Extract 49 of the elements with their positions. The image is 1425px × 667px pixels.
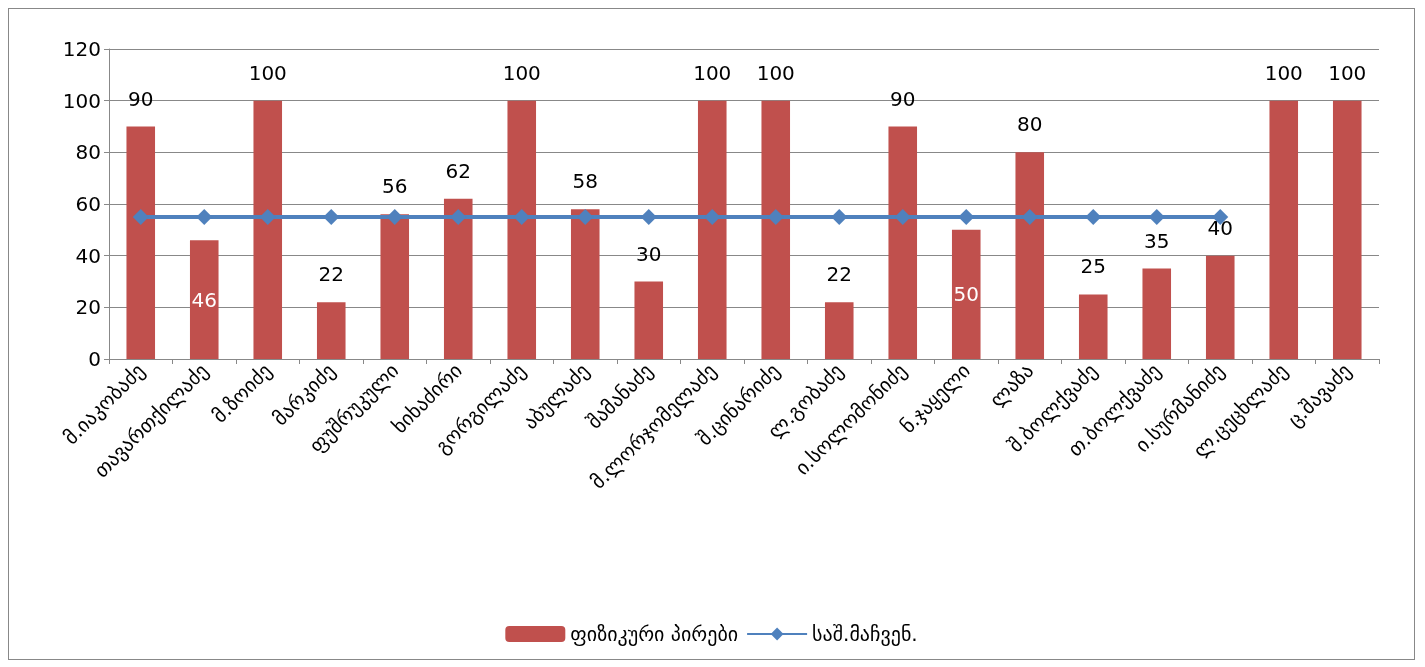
bar — [189, 240, 219, 359]
data-label: 100 — [693, 60, 732, 85]
bar — [126, 126, 156, 359]
legend-label: საშ.მაჩვენ. — [812, 622, 918, 646]
data-label: 100 — [502, 60, 541, 85]
bar — [1142, 268, 1172, 359]
bar — [1332, 100, 1362, 359]
y-tick-label: 80 — [75, 140, 101, 165]
bar — [634, 281, 664, 359]
data-label: 35 — [1144, 228, 1170, 253]
data-label: 56 — [382, 174, 408, 199]
y-tick-label: 100 — [62, 88, 101, 113]
data-label: 80 — [1017, 112, 1043, 137]
bar — [761, 100, 791, 359]
data-label: 100 — [756, 60, 795, 85]
bar — [824, 302, 854, 359]
bar — [316, 302, 346, 359]
bar — [380, 214, 410, 359]
data-label: 90 — [890, 86, 916, 111]
bar — [253, 100, 283, 359]
data-label: 25 — [1080, 254, 1106, 279]
bar — [1015, 152, 1045, 359]
y-tick-label: 20 — [75, 295, 101, 320]
bar — [1269, 100, 1299, 359]
data-label: 58 — [572, 169, 598, 194]
bar — [1205, 255, 1235, 359]
bar — [888, 126, 918, 359]
data-label: 50 — [953, 282, 979, 307]
data-label: 100 — [248, 60, 287, 85]
bar — [697, 100, 727, 359]
legend-label: ფიზიკური პირები — [570, 622, 739, 646]
data-label: 90 — [128, 86, 154, 111]
y-tick-label: 60 — [75, 192, 101, 216]
bar — [951, 229, 981, 359]
y-tick-label: 0 — [88, 347, 101, 371]
data-label: 30 — [636, 241, 662, 266]
bar — [1078, 294, 1108, 359]
data-label: 100 — [1328, 60, 1367, 85]
data-label: 22 — [826, 262, 852, 287]
y-tick-label: 40 — [75, 243, 101, 268]
bar — [507, 100, 537, 359]
data-label: 40 — [1207, 215, 1233, 240]
data-label: 100 — [1264, 60, 1303, 85]
data-label: 62 — [445, 158, 471, 183]
bar — [570, 209, 600, 359]
data-label: 22 — [318, 262, 344, 287]
bar — [443, 198, 473, 359]
data-label: 46 — [191, 287, 217, 312]
y-tick-label: 120 — [62, 37, 101, 61]
